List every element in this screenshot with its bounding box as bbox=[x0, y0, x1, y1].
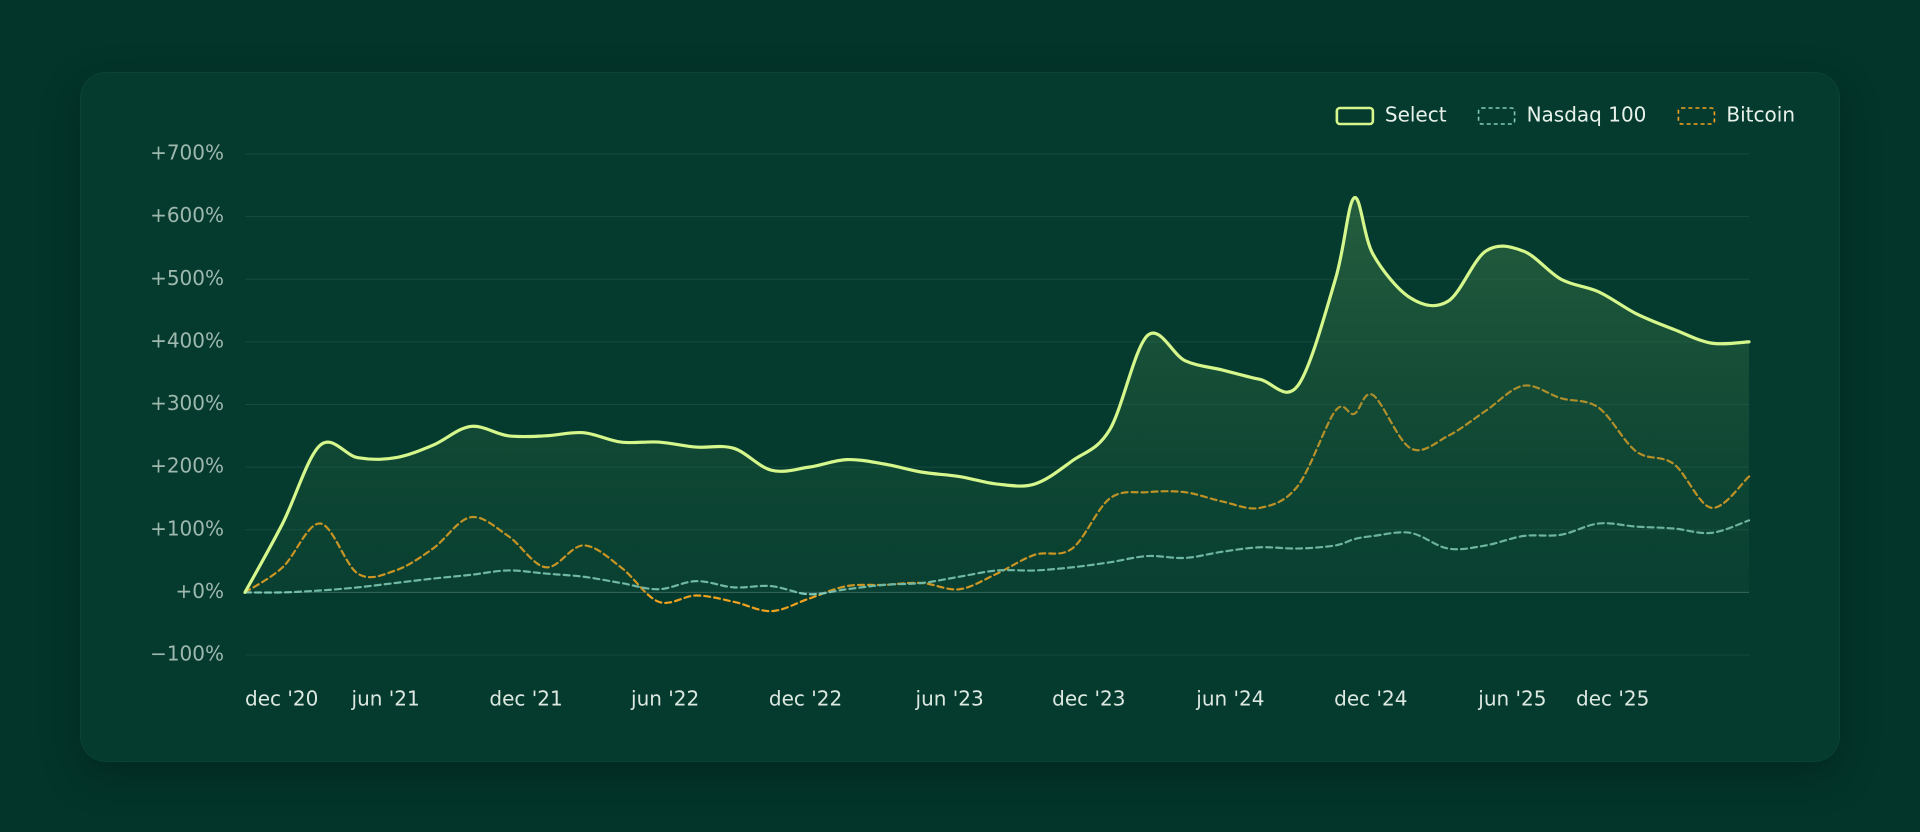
x-tick-label: dec '22 bbox=[769, 687, 842, 711]
x-tick-label: dec '24 bbox=[1334, 687, 1407, 711]
y-tick-label: +500% bbox=[150, 266, 224, 290]
x-tick-label: dec '20 bbox=[245, 687, 318, 711]
y-tick-label: +0% bbox=[176, 579, 225, 603]
x-tick-label: dec '23 bbox=[1052, 687, 1125, 711]
y-tick-label: +200% bbox=[150, 454, 224, 478]
legend-label: Bitcoin bbox=[1726, 103, 1795, 127]
x-tick-label: jun '21 bbox=[351, 687, 420, 711]
x-tick-label: dec '21 bbox=[489, 687, 562, 711]
y-tick-label: +300% bbox=[150, 391, 224, 415]
y-tick-label: +400% bbox=[150, 328, 224, 352]
y-tick-label: +100% bbox=[150, 516, 224, 540]
legend-swatch bbox=[1335, 106, 1375, 126]
legend-swatch bbox=[1677, 107, 1716, 125]
legend-label: Select bbox=[1385, 103, 1447, 127]
y-tick-label: +700% bbox=[150, 141, 224, 165]
series-line bbox=[243, 196, 1751, 594]
legend-item: Bitcoin bbox=[1677, 103, 1795, 127]
x-tick-label: dec '25 bbox=[1576, 687, 1649, 711]
y-tick-label: −100% bbox=[150, 642, 224, 666]
area bbox=[245, 197, 1749, 593]
legend-label: Nasdaq 100 bbox=[1527, 103, 1647, 127]
x-tick-label: jun '23 bbox=[915, 687, 984, 711]
x-tick-label: jun '25 bbox=[1477, 687, 1546, 711]
legend-swatch bbox=[1477, 107, 1516, 125]
x-tick-label: jun '22 bbox=[630, 687, 699, 711]
legend-item: Select bbox=[1335, 103, 1447, 127]
x-tick-label: jun '24 bbox=[1195, 687, 1264, 711]
legend-item: Nasdaq 100 bbox=[1477, 103, 1647, 127]
y-tick-label: +600% bbox=[150, 203, 224, 227]
